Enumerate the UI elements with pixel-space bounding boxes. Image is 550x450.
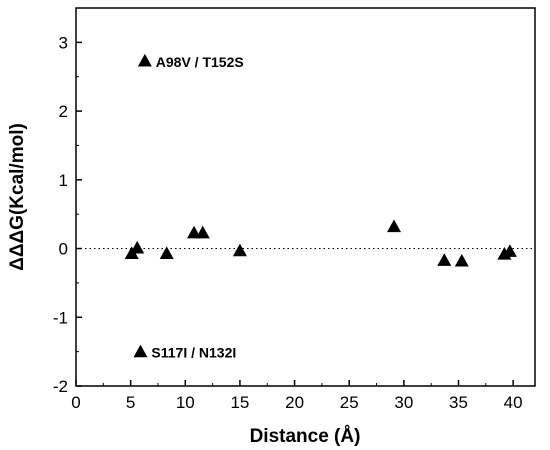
x-tick-label: 25 xyxy=(340,393,359,412)
y-tick-label: 0 xyxy=(59,240,68,259)
x-tick-label: 20 xyxy=(285,393,304,412)
plot-frame xyxy=(75,7,536,387)
point-annotation: A98V / T152S xyxy=(156,54,244,70)
data-point xyxy=(195,225,210,239)
y-tick-label: 1 xyxy=(59,171,68,190)
y-axis-ticks xyxy=(76,41,82,387)
data-point xyxy=(130,240,145,254)
y-tick-label: 2 xyxy=(59,102,68,121)
x-tick-label: 35 xyxy=(449,393,468,412)
x-tick-label: 30 xyxy=(394,393,413,412)
y-tick-label: -2 xyxy=(53,377,68,396)
data-point xyxy=(387,219,402,233)
y-axis-title: ΔΔΔG(Kcal/mol) xyxy=(7,123,28,271)
y-axis-tick-labels: -2 -1 0 1 2 3 xyxy=(53,33,68,396)
x-tick-label: 40 xyxy=(504,393,523,412)
data-point xyxy=(232,243,247,257)
data-point xyxy=(137,53,152,67)
x-tick-label: 10 xyxy=(176,393,195,412)
x-axis-title: Distance (Å) xyxy=(250,426,361,447)
data-point xyxy=(133,344,148,358)
data-points xyxy=(124,53,517,358)
data-point xyxy=(159,246,174,259)
x-tick-label: 5 xyxy=(126,393,135,412)
data-point xyxy=(454,253,469,267)
y-tick-label: 3 xyxy=(59,33,68,52)
point-annotations: A98V / T152S S117I / N132I xyxy=(151,54,243,361)
x-tick-label: 15 xyxy=(230,393,249,412)
x-tick-label: 0 xyxy=(71,393,80,412)
x-axis-ticks xyxy=(75,380,514,386)
point-annotation: S117I / N132I xyxy=(151,345,236,361)
x-axis-tick-labels: 0 5 10 15 20 25 30 35 40 xyxy=(71,393,522,412)
data-point xyxy=(502,244,517,257)
data-point xyxy=(437,253,452,266)
y-tick-label: -1 xyxy=(53,308,68,327)
